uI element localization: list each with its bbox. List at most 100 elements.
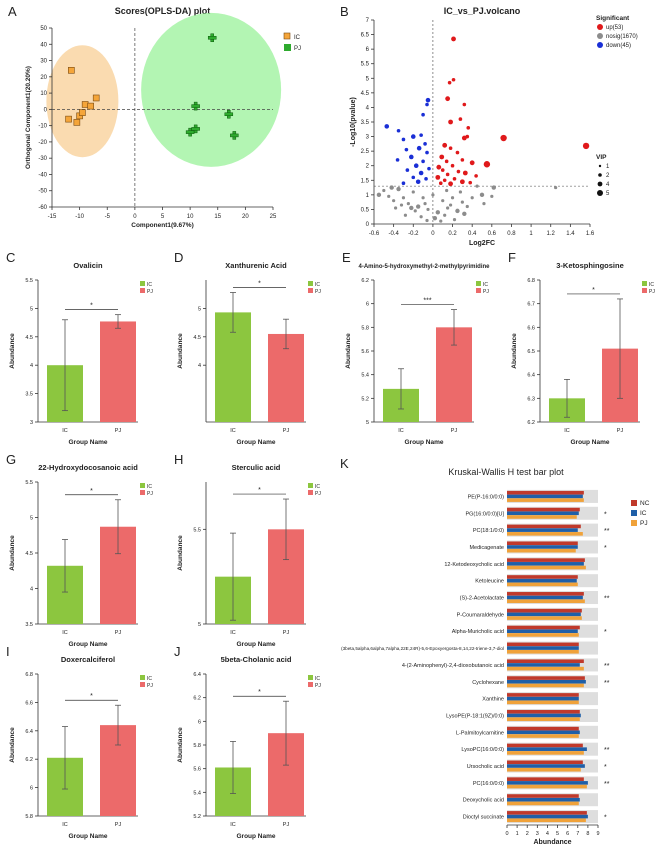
x-tick-label-f: IC — [564, 428, 570, 434]
y-tick-label-g: 4 — [30, 587, 33, 593]
bar-pj — [507, 700, 579, 705]
point-down — [421, 112, 425, 117]
point-nosig — [446, 206, 450, 210]
x-tick-label-c: PJ — [115, 428, 122, 434]
chart-title-i: Doxercalciferol — [61, 655, 115, 664]
vip-title-b: VIP — [596, 154, 607, 161]
y-axis-label-e: Abundance — [345, 333, 352, 369]
point-nosig — [458, 190, 462, 194]
category-label: PC(16:0/0:0) — [473, 781, 504, 787]
sig-marker-k: ** — [604, 596, 610, 603]
y-axis-label-d: Abundance — [177, 333, 184, 369]
y-axis-label-h: Abundance — [177, 535, 184, 571]
x-tick-label-a: -15 — [48, 214, 57, 220]
x-axis-label-k: Abundance — [533, 839, 571, 846]
bar-pj — [507, 599, 585, 604]
bar-ic — [507, 696, 579, 701]
point-ic — [68, 67, 75, 74]
chart-title-g: 22-Hydroxydocosanoic acid — [38, 463, 138, 472]
point-nosig — [455, 208, 460, 214]
point-nosig — [465, 204, 469, 209]
bar-ic — [507, 578, 577, 583]
y-tick-label-j: 5.6 — [193, 767, 201, 773]
y-tick-label-a: 30 — [40, 59, 47, 65]
x-tick-label-j: PJ — [283, 822, 290, 828]
legend-label-b-2: down(45) — [606, 43, 631, 49]
point-nosig — [431, 193, 435, 197]
x-tick-label-a: 25 — [270, 214, 277, 220]
y-tick-label-e: 6.2 — [361, 278, 369, 284]
bar-pj — [507, 532, 583, 536]
point-down — [405, 168, 410, 172]
y-tick-label-h: 5.5 — [193, 527, 201, 533]
y-tick-label-b: 6 — [366, 47, 370, 53]
point-ic — [79, 109, 86, 116]
vip-dot-3 — [597, 190, 603, 196]
x-axis-label-a: Component1(9.67%) — [131, 222, 193, 229]
point-nosig — [415, 204, 421, 209]
bar-ic — [507, 612, 581, 617]
legend-label-c-ic: IC — [147, 282, 152, 288]
legend-label-d-ic: IC — [315, 282, 320, 288]
x-tick-label-c: IC — [62, 428, 68, 434]
y-tick-label-f: 6.5 — [527, 349, 535, 355]
x-tick-label-k: 8 — [586, 831, 589, 837]
point-down — [421, 159, 425, 164]
point-pj — [230, 131, 239, 140]
point-nosig — [396, 186, 401, 192]
y-axis-label-c: Abundance — [9, 333, 16, 369]
x-tick-label-a: -10 — [75, 214, 84, 220]
y-tick-label-a: 40 — [40, 42, 47, 48]
point-up — [444, 159, 449, 164]
x-tick-label-a: 0 — [133, 214, 137, 220]
y-tick-label-b: 1 — [366, 193, 370, 199]
x-tick-label-b: 0.8 — [507, 231, 516, 237]
sig-marker-k: ** — [604, 781, 610, 788]
x-tick-label-h: IC — [230, 630, 236, 636]
category-label: PG(16:0/0:0)[U] — [465, 511, 504, 517]
legend-swatch-ic — [283, 32, 291, 40]
x-tick-label-b: -0.2 — [408, 231, 419, 237]
point-ic — [65, 115, 72, 123]
x-tick-label-d: PJ — [283, 428, 290, 434]
point-nosig — [399, 203, 404, 207]
chart-title-f: 3-Ketosphingosine — [556, 261, 624, 270]
y-tick-label-c: 5 — [30, 306, 33, 312]
category-label: LysoPE(P-18:1(9Z)/0:0) — [446, 713, 504, 719]
legend-dot-2 — [597, 42, 603, 48]
point-pj-h — [191, 104, 200, 108]
legend-swatch-h-ic — [308, 483, 313, 488]
sig-marker-i: * — [90, 693, 93, 700]
point-up — [439, 154, 445, 160]
x-tick-label-k: 6 — [566, 831, 569, 837]
y-tick-label-a: -50 — [38, 189, 47, 195]
sig-marker-k: ** — [604, 663, 610, 670]
point-pj — [191, 101, 200, 111]
point-nosig — [376, 192, 382, 198]
sig-marker-k: * — [604, 545, 607, 552]
bar-ic — [507, 545, 578, 549]
point-up — [442, 178, 447, 183]
category-label: Xanthine — [482, 697, 504, 703]
y-tick-label-f: 6.2 — [527, 420, 535, 426]
sig-marker-k: ** — [604, 680, 610, 687]
x-tick-label-b: 0.6 — [488, 231, 497, 237]
y-tick-label-a: -10 — [38, 124, 47, 130]
x-tick-label-i: PJ — [115, 822, 122, 828]
chart-title-k: Kruskal-Wallis H test bar plot — [448, 467, 564, 477]
bar-pj — [507, 784, 587, 789]
y-tick-label-b: 0 — [366, 222, 370, 228]
legend-label-e-ic: IC — [483, 282, 488, 288]
x-axis-label-b: Log2FC — [469, 240, 495, 247]
bar-nc — [507, 575, 578, 579]
x-tick-label-h: PJ — [283, 630, 290, 636]
bar-pj — [507, 717, 580, 721]
category-label: Ketoleucine — [475, 579, 504, 585]
bar-nc — [507, 625, 580, 630]
x-tick-label-k: 1 — [516, 831, 519, 837]
x-tick-label-b: 1.4 — [566, 231, 575, 237]
point-up — [461, 135, 467, 141]
y-tick-label-c: 3.5 — [25, 392, 33, 398]
y-tick-label-i: 6.4 — [25, 729, 33, 735]
bar-nc — [507, 592, 584, 596]
